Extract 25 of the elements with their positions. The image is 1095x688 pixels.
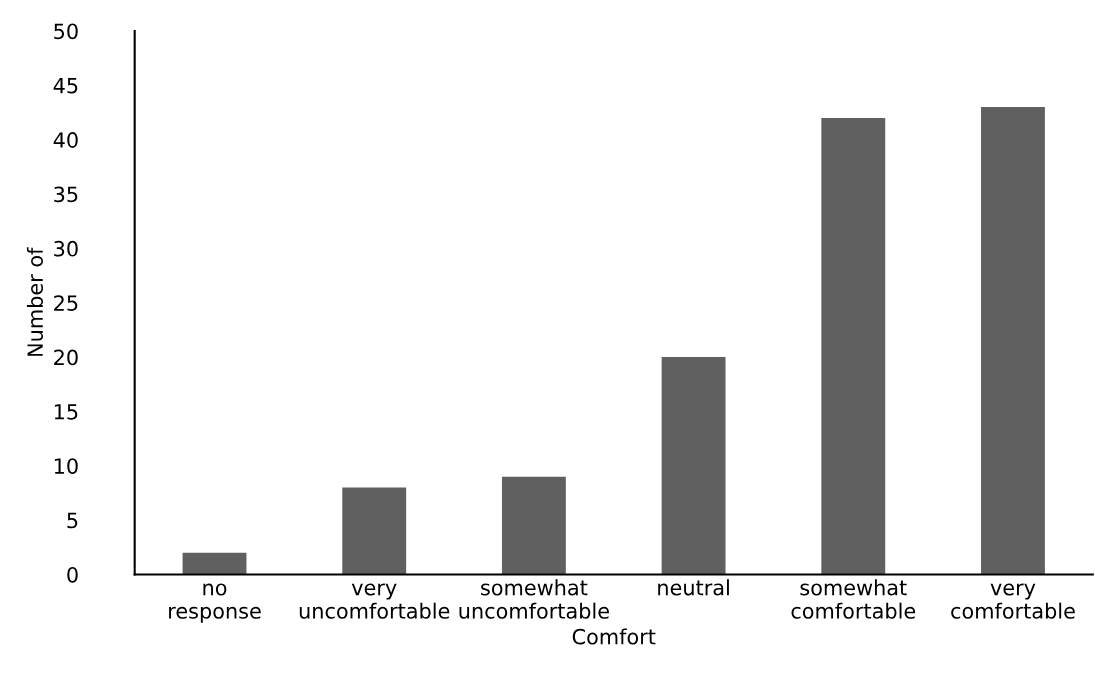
bar	[342, 487, 407, 575]
y-tick-label: 45	[53, 78, 78, 94]
y-tick-label: 35	[54, 186, 78, 203]
bar	[182, 552, 247, 575]
x-tick-label: neutral	[658, 579, 729, 596]
x-tick-label: somewhat comfortable	[791, 579, 916, 619]
x-tick-label: very comfortable	[951, 583, 1075, 619]
y-tick-label: 15	[54, 404, 78, 420]
x-tick-label: somewhat uncomfortable	[459, 579, 609, 619]
y-axis-title: Number of	[26, 247, 44, 356]
y-tick-label: 0	[67, 566, 78, 583]
bar	[501, 476, 566, 575]
bar	[821, 117, 886, 575]
bar	[661, 357, 726, 575]
y-tick-label: 40	[53, 132, 78, 148]
y-tick-label: 25	[54, 295, 78, 311]
bar	[981, 107, 1045, 575]
y-tick-label: 5	[67, 512, 78, 529]
x-tick-label: very uncomfortable	[299, 583, 450, 619]
y-tick-label: 10	[54, 458, 78, 474]
y-tick-label: 20	[54, 349, 78, 366]
x-axis-title: Comfort	[572, 628, 656, 645]
y-tick-label: 50	[54, 23, 78, 40]
y-tick-label: 30	[54, 240, 78, 257]
x-tick-label: no response	[169, 583, 261, 623]
